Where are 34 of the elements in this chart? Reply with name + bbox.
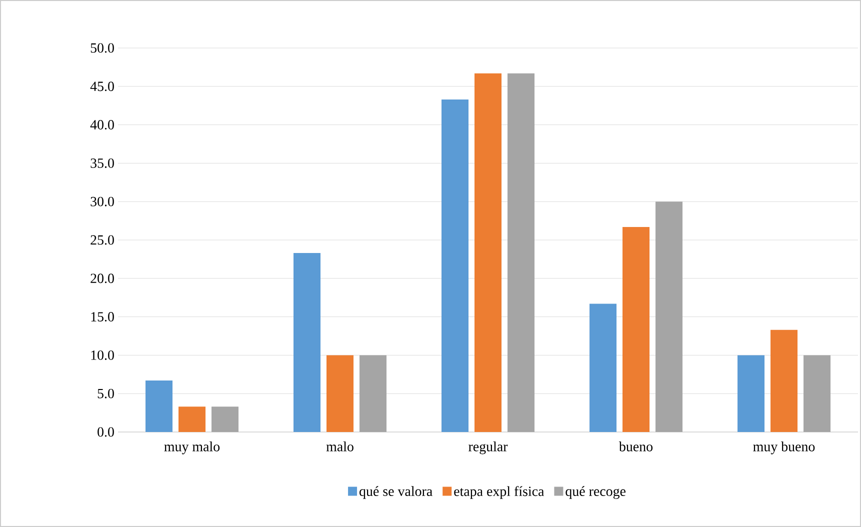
bar — [212, 406, 239, 432]
bar — [804, 355, 831, 432]
y-tick-label: 25.0 — [90, 235, 114, 245]
legend-label: etapa expl física — [454, 486, 544, 499]
y-tick-label: 45.0 — [90, 82, 114, 92]
y-tick-label: 30.0 — [90, 196, 114, 206]
legend-label: qué se valora — [360, 486, 432, 499]
y-tick-label: 20.0 — [90, 274, 114, 284]
x-tick-label: muy bueno — [753, 442, 815, 454]
bar — [656, 202, 683, 432]
y-tick-label: 40.0 — [90, 120, 114, 130]
x-tick-label: regular — [468, 442, 508, 454]
bar — [326, 355, 354, 432]
y-tick-label: 5.0 — [98, 388, 114, 398]
bar — [590, 304, 617, 432]
bar — [474, 73, 502, 432]
y-tick-label: 0.0 — [98, 427, 114, 437]
bar — [442, 99, 469, 432]
bar — [622, 226, 650, 432]
legend-label: qué recoge — [566, 486, 626, 499]
y-tick-label: 50.0 — [90, 43, 114, 53]
bar — [508, 73, 535, 432]
bar — [360, 355, 387, 432]
x-tick-label: malo — [326, 442, 354, 452]
bar — [178, 406, 206, 432]
y-tick-label: 35.0 — [90, 158, 114, 168]
y-tick-label: 15.0 — [91, 312, 114, 322]
bar — [146, 380, 172, 432]
y-tick-label: 10.0 — [91, 350, 114, 360]
bar — [738, 355, 765, 432]
bar — [770, 330, 798, 432]
x-tick-label: bueno — [618, 442, 653, 452]
bar — [294, 253, 321, 432]
x-tick-label: muy malo — [164, 442, 220, 454]
